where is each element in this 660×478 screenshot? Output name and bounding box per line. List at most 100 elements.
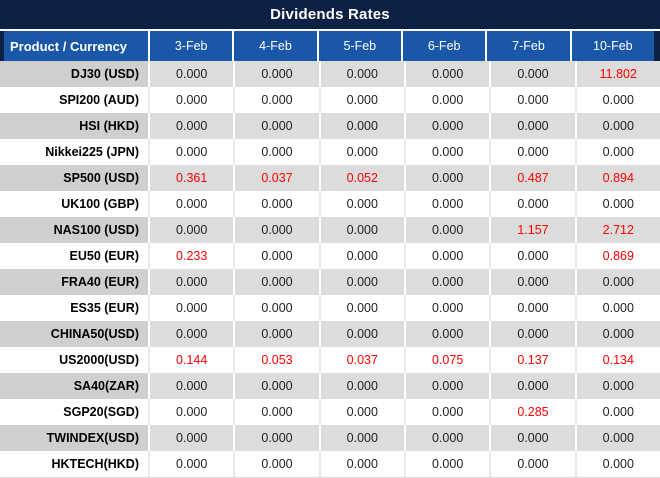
table-body: DJ30 (USD) 0.000 0.000 0.000 0.000 0.000 11.80… <box>0 61 660 478</box>
dividend-value-cell: 0.000 <box>489 191 575 217</box>
dividend-value-cell: 0.000 <box>489 269 575 295</box>
dividend-value-cell: 0.000 <box>574 425 660 451</box>
dividend-value-cell: 0.137 <box>489 347 575 373</box>
dividend-value-cell: 0.000 <box>233 321 319 347</box>
dividend-value-cell: 0.000 <box>574 321 660 347</box>
dividend-value-cell: 0.869 <box>574 243 660 269</box>
table-row: UK100 (GBP) 0.000 0.000 0.000 0.000 0.000 0.00… <box>0 191 660 217</box>
product-cell: SA40(ZAR) <box>0 373 148 399</box>
table-row: FRA40 (EUR) 0.000 0.000 0.000 0.000 0.000 0.00… <box>0 269 660 295</box>
dividend-value-cell: 0.000 <box>148 113 234 139</box>
dividend-value-cell: 0.000 <box>403 87 490 113</box>
column-header-date: 10-Feb <box>569 31 660 61</box>
product-cell: FRA40 (EUR) <box>0 269 148 295</box>
dividend-value-cell: 0.000 <box>318 113 404 139</box>
table-row: TWINDEX(USD) 0.000 0.000 0.000 0.000 0.000 0.0… <box>0 425 660 451</box>
dividend-value-cell: 0.000 <box>148 321 234 347</box>
dividend-value-cell: 0.037 <box>233 165 319 191</box>
dividend-value-cell: 0.000 <box>233 269 319 295</box>
dividend-value-cell: 0.000 <box>233 295 319 321</box>
dividend-value-cell: 0.000 <box>148 373 234 399</box>
dividend-value-cell: 0.000 <box>318 295 404 321</box>
dividend-value-cell: 0.000 <box>318 399 404 425</box>
dividend-value-cell: 0.000 <box>318 269 404 295</box>
dividend-value-cell: 0.233 <box>148 243 234 269</box>
dividend-value-cell: 0.000 <box>148 295 234 321</box>
product-cell: EU50 (EUR) <box>0 243 148 269</box>
dividend-value-cell: 0.000 <box>233 425 319 451</box>
dividend-value-cell: 0.000 <box>574 399 660 425</box>
dividend-value-cell: 0.000 <box>403 217 490 243</box>
product-cell: UK100 (GBP) <box>0 191 148 217</box>
dividend-value-cell: 0.000 <box>403 269 490 295</box>
dividend-value-cell: 0.000 <box>318 451 404 477</box>
dividend-value-cell: 0.000 <box>574 451 660 477</box>
dividend-value-cell: 0.000 <box>148 425 234 451</box>
dividend-value-cell: 0.000 <box>148 269 234 295</box>
product-cell: CHINA50(USD) <box>0 321 148 347</box>
table-header-row: Product / Currency 3-Feb 4-Feb 5-Feb 6-Feb 7… <box>0 31 660 61</box>
dividend-value-cell: 0.487 <box>489 165 575 191</box>
dividend-value-cell: 0.000 <box>233 451 319 477</box>
dividend-value-cell: 0.000 <box>403 373 490 399</box>
column-header-product-currency: Product / Currency <box>0 31 148 61</box>
product-cell: Nikkei225 (JPN) <box>0 139 148 165</box>
dividend-value-cell: 0.000 <box>403 451 490 477</box>
dividend-value-cell: 0.000 <box>489 61 575 87</box>
table-row: US2000(USD) 0.144 0.053 0.037 0.075 0.137 0.13… <box>0 347 660 373</box>
dividend-value-cell: 0.000 <box>233 61 319 87</box>
dividend-value-cell: 0.000 <box>233 113 319 139</box>
dividend-value-cell: 0.000 <box>233 243 319 269</box>
dividend-value-cell: 0.000 <box>403 243 490 269</box>
dividend-value-cell: 0.000 <box>318 87 404 113</box>
dividend-value-cell: 0.000 <box>148 87 234 113</box>
dividend-value-cell: 0.053 <box>233 347 319 373</box>
dividend-value-cell: 1.157 <box>489 217 575 243</box>
product-cell: SGP20(SGD) <box>0 399 148 425</box>
table-row: CHINA50(USD) 0.000 0.000 0.000 0.000 0.000 0.0… <box>0 321 660 347</box>
table-row: NAS100 (USD) 0.000 0.000 0.000 0.000 1.157 2.7… <box>0 217 660 243</box>
table-row: ES35 (EUR) 0.000 0.000 0.000 0.000 0.000 0.000 <box>0 295 660 321</box>
product-cell: HKTECH(HKD) <box>0 451 148 477</box>
dividend-value-cell: 0.000 <box>318 191 404 217</box>
dividend-value-cell: 0.000 <box>148 217 234 243</box>
column-header-date: 5-Feb <box>316 31 401 61</box>
product-cell: NAS100 (USD) <box>0 217 148 243</box>
product-cell: SPI200 (AUD) <box>0 87 148 113</box>
column-header-date: 6-Feb <box>400 31 485 61</box>
dividend-value-cell: 0.000 <box>148 399 234 425</box>
table-row: Nikkei225 (JPN) 0.000 0.000 0.000 0.000 0.000… <box>0 139 660 165</box>
dividend-value-cell: 2.712 <box>574 217 660 243</box>
dividend-value-cell: 0.000 <box>233 373 319 399</box>
dividend-value-cell: 0.075 <box>403 347 490 373</box>
title-bar: Dividends Rates <box>0 0 660 31</box>
dividend-value-cell: 0.000 <box>403 399 490 425</box>
dividend-value-cell: 0.000 <box>574 191 660 217</box>
product-cell: DJ30 (USD) <box>0 61 148 87</box>
page-title: Dividends Rates <box>270 6 390 23</box>
dividend-value-cell: 0.000 <box>318 425 404 451</box>
table-row: SPI200 (AUD) 0.000 0.000 0.000 0.000 0.000 0.0… <box>0 87 660 113</box>
dividend-value-cell: 0.000 <box>233 399 319 425</box>
product-cell: TWINDEX(USD) <box>0 425 148 451</box>
dividend-value-cell: 0.000 <box>148 139 234 165</box>
dividend-value-cell: 0.134 <box>574 347 660 373</box>
dividend-value-cell: 0.037 <box>318 347 404 373</box>
dividend-value-cell: 0.000 <box>574 269 660 295</box>
dividend-value-cell: 0.000 <box>489 113 575 139</box>
dividend-value-cell: 0.000 <box>233 217 319 243</box>
dividend-value-cell: 0.000 <box>403 425 490 451</box>
table-row: DJ30 (USD) 0.000 0.000 0.000 0.000 0.000 11.80… <box>0 61 660 87</box>
dividend-value-cell: 0.000 <box>403 191 490 217</box>
column-header-date: 4-Feb <box>232 31 316 61</box>
dividend-value-cell: 0.000 <box>403 321 490 347</box>
table-row: EU50 (EUR) 0.233 0.000 0.000 0.000 0.000 0.869 <box>0 243 660 269</box>
dividend-value-cell: 0.000 <box>574 139 660 165</box>
dividend-value-cell: 0.000 <box>403 139 490 165</box>
dividend-value-cell: 0.000 <box>318 61 404 87</box>
product-cell: ES35 (EUR) <box>0 295 148 321</box>
dividend-value-cell: 0.361 <box>148 165 234 191</box>
dividend-value-cell: 0.000 <box>233 87 319 113</box>
dividend-value-cell: 0.000 <box>318 373 404 399</box>
